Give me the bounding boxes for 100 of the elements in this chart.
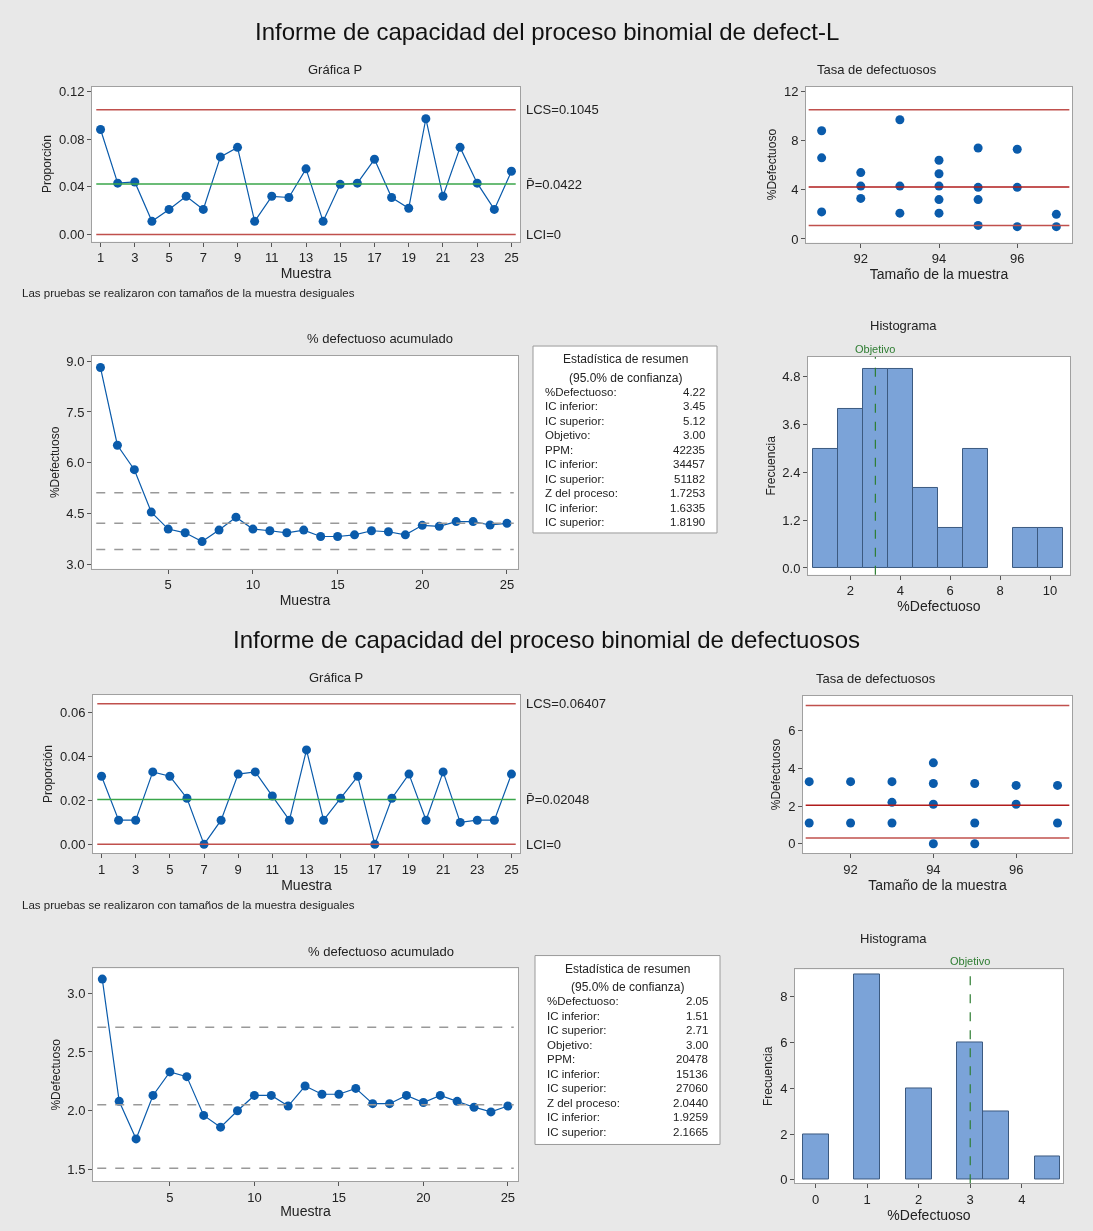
y-tick-label: 6	[788, 723, 796, 739]
text: Z del proceso:	[545, 487, 618, 499]
ref-line-label: Objetivo	[950, 955, 991, 967]
x-tick-label: 94	[926, 861, 941, 877]
point	[282, 528, 292, 538]
y-tick-label: 0.00	[59, 227, 85, 243]
text: 42235	[673, 444, 705, 456]
point	[387, 192, 397, 202]
x-tick-label: 19	[401, 250, 416, 266]
point	[887, 818, 897, 828]
x-axis-title: %Defectuoso	[887, 1206, 971, 1223]
point	[112, 440, 122, 450]
point	[489, 815, 499, 825]
point	[934, 195, 944, 205]
point	[164, 204, 174, 214]
x-tick-label: 5	[165, 250, 173, 266]
point	[284, 815, 294, 825]
point	[817, 126, 827, 136]
point	[198, 204, 208, 214]
x-tick-label: 7	[200, 861, 208, 877]
point	[366, 526, 376, 536]
point	[451, 517, 461, 527]
point	[250, 767, 260, 777]
point	[934, 155, 944, 165]
x-tick-label: 23	[469, 250, 485, 266]
y-axis-title: %Defectuoso	[769, 738, 784, 811]
point	[400, 530, 410, 540]
point	[319, 815, 329, 825]
x-tick-label: 0	[812, 1191, 820, 1207]
y-tick-label: 2.0	[67, 1103, 86, 1119]
point	[199, 1110, 209, 1120]
point	[148, 1090, 158, 1100]
x-tick-label: 92	[853, 251, 868, 267]
point	[485, 520, 495, 530]
point	[233, 142, 243, 152]
point	[934, 169, 944, 179]
x-tick-label: 9	[233, 250, 242, 266]
text: %Defectuoso:	[545, 386, 617, 398]
point	[895, 208, 905, 218]
x-tick-label: 15	[333, 861, 348, 877]
y-axis-title: %Defectuoso	[765, 128, 780, 201]
text: 1.8190	[670, 516, 706, 528]
point	[452, 1096, 462, 1106]
text: (95.0% de confianza)	[569, 371, 683, 385]
point	[438, 767, 448, 777]
point	[146, 507, 156, 517]
point	[846, 777, 856, 787]
x-tick-label: 3	[132, 861, 140, 877]
ref-line-label: Objetivo	[855, 343, 896, 355]
x-tick-label: 17	[367, 861, 383, 877]
point	[502, 518, 512, 528]
point	[438, 191, 448, 201]
x-tick-label: 11	[265, 861, 280, 877]
point	[503, 1101, 513, 1111]
x-tick-label: 23	[470, 861, 485, 877]
y-tick-label: 0.06	[60, 705, 86, 721]
y-tick-label: 6	[780, 1035, 788, 1051]
point	[455, 817, 465, 827]
point	[231, 512, 241, 522]
point	[455, 142, 465, 152]
text: 20478	[676, 1053, 708, 1065]
point	[302, 745, 311, 755]
point	[817, 153, 827, 163]
text: 3.45	[683, 400, 706, 412]
text: 5.12	[683, 415, 706, 427]
x-tick-label: 10	[245, 577, 261, 593]
point	[301, 164, 311, 174]
x-tick-label: 2	[915, 1191, 923, 1207]
y-axis-title: Proporción	[40, 135, 55, 194]
x-tick-label: 3	[131, 250, 139, 266]
text: (95.0% de confianza)	[571, 980, 685, 994]
x-tick-label: 10	[1042, 583, 1058, 599]
point	[856, 193, 866, 203]
y-tick-label: 0.04	[60, 749, 86, 765]
point	[1053, 780, 1063, 790]
point	[489, 204, 499, 214]
text: PPM:	[545, 444, 574, 456]
point	[318, 216, 328, 226]
text: %Defectuoso:	[547, 995, 619, 1007]
point	[434, 521, 444, 531]
point	[334, 1089, 344, 1099]
point	[928, 758, 938, 768]
point	[147, 216, 157, 226]
text: 2.05	[686, 995, 709, 1007]
ref-line-label: P̄=0.0422	[526, 177, 583, 192]
text: Objetivo:	[545, 429, 591, 441]
y-tick-label: 4	[788, 761, 796, 777]
point	[404, 203, 414, 213]
point	[181, 191, 191, 201]
x-tick-label: 2	[846, 583, 855, 599]
x-tick-label: 94	[931, 251, 947, 267]
x-tick-label: 15	[331, 1189, 347, 1205]
text: 34457	[673, 458, 705, 470]
y-tick-label: 6.0	[66, 455, 85, 471]
point	[895, 115, 905, 125]
chart-title: Tasa de defectuosos	[816, 671, 936, 686]
point	[486, 1107, 496, 1117]
point	[351, 1083, 361, 1093]
y-tick-label: 0	[791, 231, 799, 247]
x-tick-label: 13	[299, 861, 314, 877]
